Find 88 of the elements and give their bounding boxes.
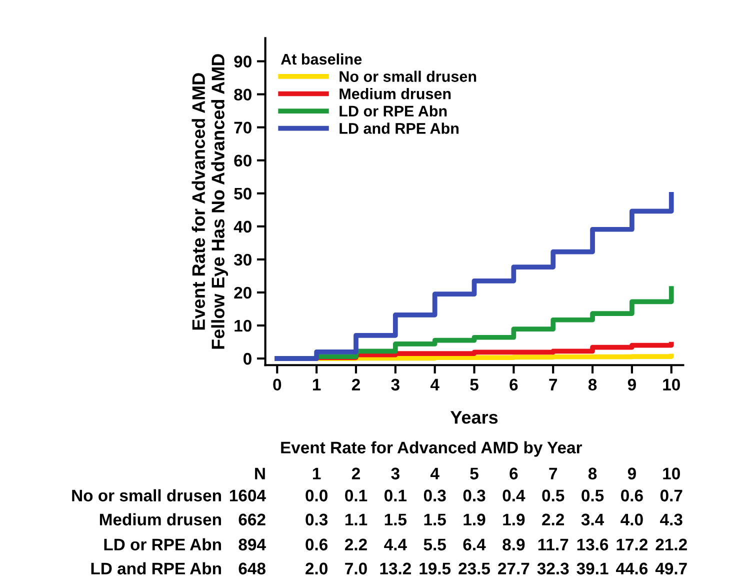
text: 49.7 [655, 562, 687, 574]
text: 648 [238, 562, 266, 574]
text: 1 [312, 468, 321, 480]
text: 17.2 [616, 538, 648, 550]
text: 8.9 [502, 538, 525, 550]
text: 2.2 [542, 514, 564, 526]
text: 0.1 [345, 490, 368, 502]
text: 5 [470, 468, 478, 480]
text: 662 [238, 514, 266, 526]
y-axis-title: Event Rate for Advanced AMD Fellow Eye Has No Advanced AMD [192, 54, 228, 349]
text: 27.7 [498, 562, 530, 574]
text: 894 [238, 538, 266, 550]
y-tick-label: 60 [234, 154, 252, 167]
text: 32.3 [537, 562, 569, 574]
y-tick-label: 0 [244, 352, 252, 365]
text: 10 [663, 468, 680, 480]
text: 1.5 [424, 514, 446, 526]
text: 3 [391, 468, 400, 480]
text: 7 [549, 468, 558, 480]
x-tick-label: 7 [549, 378, 558, 390]
text: 13.2 [380, 562, 411, 574]
text: 1.9 [464, 514, 486, 526]
legend-label: No or small drusen [340, 70, 476, 82]
x-tick-label: 6 [510, 378, 518, 391]
text: Event Rate for Advanced AMD by Year [281, 441, 582, 457]
text: 13.6 [577, 538, 608, 550]
text: 0.7 [660, 490, 682, 502]
text: 7.0 [345, 562, 367, 574]
text: 8 [588, 468, 597, 480]
text: 21.2 [656, 538, 687, 550]
text: 4.4 [384, 538, 407, 550]
x-tick-label: 2 [352, 378, 360, 390]
text: 4.3 [660, 514, 682, 526]
text: 6.4 [463, 538, 486, 550]
text: LD or RPE Abn [104, 538, 221, 550]
text: 11.7 [538, 538, 568, 550]
text: 0.6 [306, 538, 328, 550]
y-tick-label: 20 [234, 286, 252, 299]
text: 0.1 [384, 490, 407, 502]
text: 0.0 [306, 490, 328, 502]
text: 1604 [230, 490, 266, 502]
y-tick-label: 40 [234, 220, 252, 233]
text: 0.5 [542, 490, 564, 502]
x-tick-label: 8 [588, 378, 597, 391]
text: 44.6 [616, 562, 648, 574]
text: 2.0 [306, 562, 328, 574]
x-axis-title: Years [450, 411, 498, 424]
x-tick-label: 9 [628, 378, 636, 391]
y-tick-label: 90 [234, 56, 252, 68]
text: 0.3 [463, 490, 486, 502]
legend-label: LD or RPE Abn [340, 105, 447, 117]
x-tick-label: 10 [663, 378, 680, 391]
legend-label: LD and RPE Abn [340, 122, 459, 134]
text: 19.5 [420, 562, 451, 574]
text: LD and RPE Abn [91, 562, 221, 574]
text: 0.5 [582, 490, 604, 502]
text: 9 [628, 468, 636, 480]
text: 2.2 [344, 538, 367, 550]
text: N [255, 468, 265, 480]
x-tick-label: 5 [470, 378, 478, 391]
x-tick-label: 0 [273, 378, 282, 391]
text: 1.1 [345, 514, 368, 526]
text: 23.5 [458, 562, 490, 574]
text: Medium drusen [100, 513, 221, 526]
text: 0.3 [306, 514, 328, 526]
x-tick-label: 3 [391, 378, 400, 391]
legend-title: At baseline [280, 53, 362, 65]
y-tick-label: 50 [234, 188, 252, 200]
text: 0.6 [621, 490, 643, 502]
x-tick-label: 4 [430, 378, 440, 390]
text: 4 [430, 468, 440, 480]
y-tick-label: 80 [234, 88, 252, 101]
text: 6 [510, 468, 518, 480]
text: 0.3 [424, 490, 446, 502]
text: 1.9 [503, 514, 525, 526]
text: 39.1 [576, 562, 608, 574]
text: 3.4 [581, 514, 604, 526]
y-tick-label: 70 [234, 122, 252, 134]
text: 5.5 [424, 538, 446, 550]
text: 2 [352, 468, 360, 480]
text: 4.0 [620, 514, 643, 526]
text: 0.4 [502, 490, 526, 502]
text: No or small drusen [72, 489, 221, 502]
y-tick-label: 10 [234, 320, 252, 332]
legend-label: Medium drusen [340, 88, 451, 100]
y-tick-label: 30 [234, 254, 252, 266]
x-tick-label: 1 [312, 378, 321, 390]
text: 1.5 [384, 514, 407, 526]
